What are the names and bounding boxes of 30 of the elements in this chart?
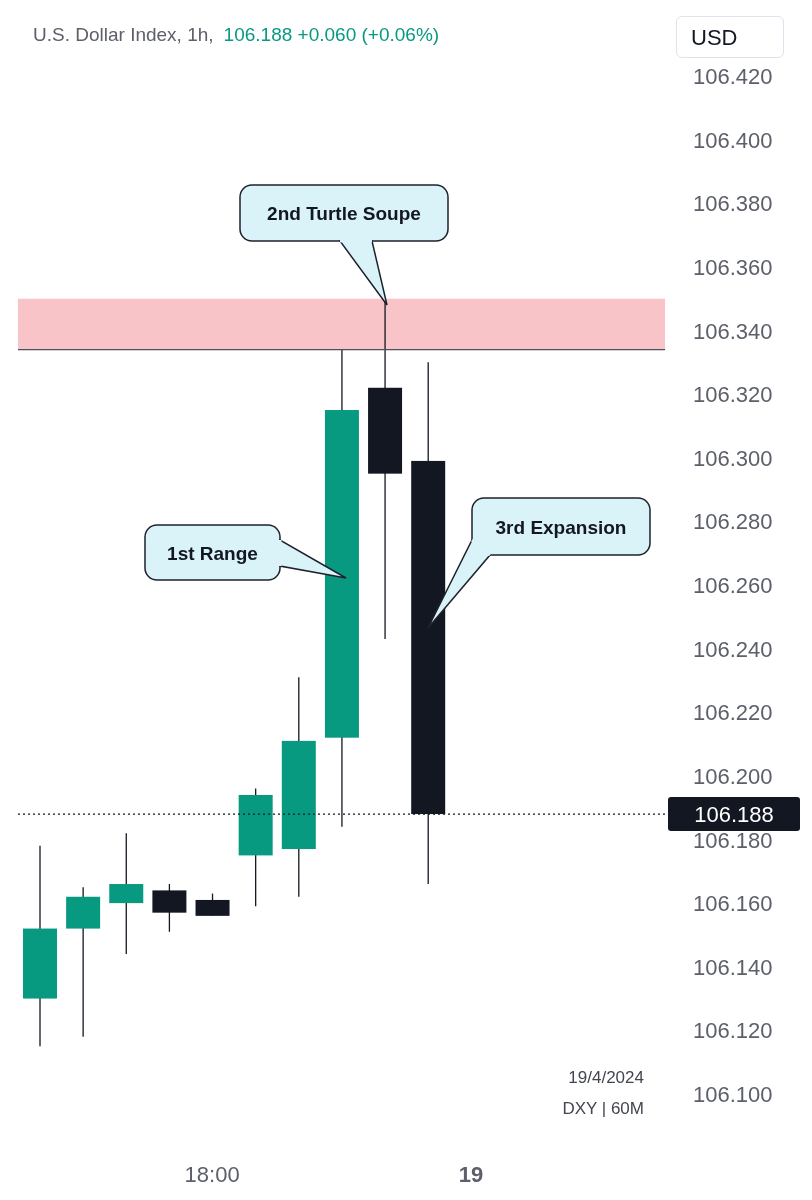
y-tick-label: 106.380: [693, 191, 773, 217]
x-tick-label: 19: [458, 1162, 484, 1187]
chart-subtitle: 106.188 +0.060 (+0.06%): [223, 24, 440, 45]
y-tick-label: 106.360: [693, 254, 773, 280]
speech-bubble: 3rd Expansion: [427, 497, 651, 629]
speech-bubble: 2nd Turtle Soupe: [239, 184, 449, 306]
y-tick-label: 106.340: [693, 318, 773, 344]
y-tick-label: 106.180: [693, 827, 773, 853]
y-tick-label: 106.240: [693, 636, 773, 662]
y-tick-label: 106.260: [693, 573, 773, 598]
text: DXY | 60M: [562, 1099, 644, 1119]
y-tick-label: 106.120: [693, 1018, 773, 1044]
x-tick-label: 18:00: [184, 1162, 240, 1187]
text: USD: [676, 16, 784, 58]
chart-title: U.S. Dollar Index, 1h,: [33, 24, 214, 45]
annotation: 2nd Turtle Soupe: [267, 203, 421, 224]
y-tick-label: 106.140: [693, 954, 773, 980]
y-tick-label: 106.220: [693, 700, 773, 726]
annotation: 3rd Expansion: [495, 516, 627, 538]
y-tick-label: 106.300: [693, 445, 773, 471]
y-tick-label: 106.160: [693, 891, 773, 917]
y-tick-label: 106.420: [693, 64, 773, 89]
y-tick-label: 106.100: [693, 1082, 773, 1107]
annotation: 19/4/2024: [568, 1068, 644, 1088]
ref-line-label: 106.188: [694, 802, 774, 828]
y-tick-label: 106.200: [693, 763, 773, 789]
y-tick-label: 106.280: [693, 509, 773, 535]
annotation: 1st Range: [167, 542, 258, 564]
y-tick-label: 106.320: [693, 382, 773, 408]
y-tick-label: 106.400: [693, 127, 773, 153]
